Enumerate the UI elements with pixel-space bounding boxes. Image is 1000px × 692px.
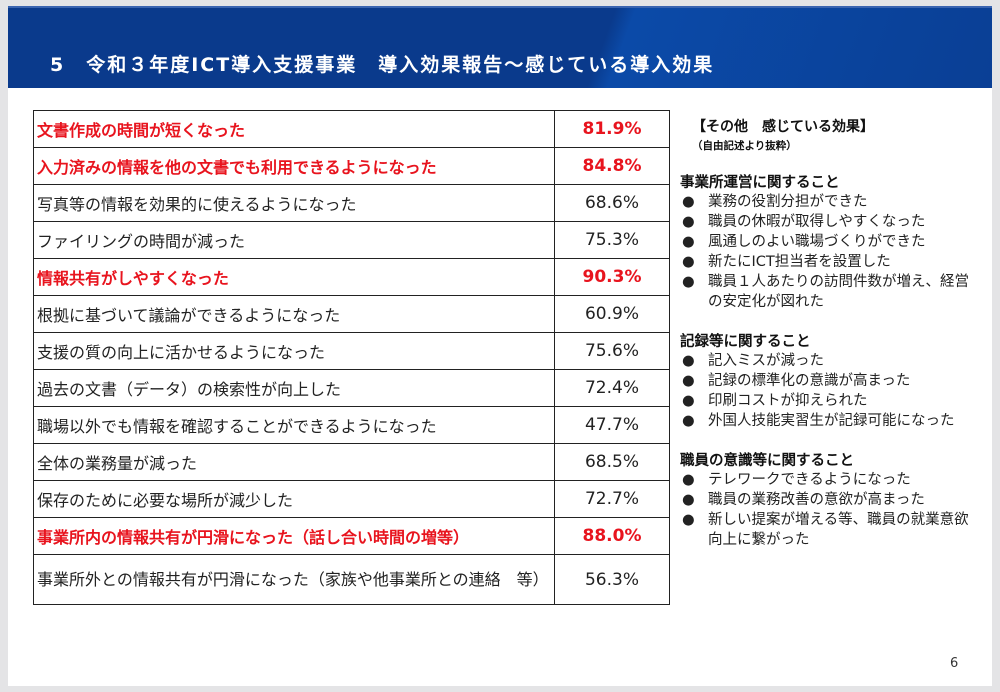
table-row: 過去の文書（データ）の検索性が向上した 72.4% xyxy=(33,369,670,407)
bullet-icon: ● xyxy=(682,194,695,210)
effect-percentage: 90.3% xyxy=(554,258,670,296)
effect-label: 事業所内の情報共有が円滑になった（話し合い時間の増等） xyxy=(33,517,555,555)
effect-percentage: 81.9% xyxy=(554,110,670,148)
effect-percentage: 88.0% xyxy=(554,517,670,555)
list-item-text: 新たにICT担当者を設置した xyxy=(708,254,891,270)
panel-subheading: （自由記述より抜粋） xyxy=(692,140,797,152)
list-item: ● 風通しのよい職場づくりができた xyxy=(680,232,980,252)
effect-section: 職員の意識等に関すること ● テレワークできるようになった ● 職員の業務改善の意欲が高… xyxy=(680,449,980,550)
bullet-icon: ● xyxy=(682,512,695,528)
effect-percentage: 68.5% xyxy=(554,443,670,481)
effect-percentage: 47.7% xyxy=(554,406,670,444)
effect-label: 全体の業務量が減った xyxy=(33,443,555,481)
effect-percentage: 68.6% xyxy=(554,184,670,222)
effect-label: 事業所外との情報共有が円滑になった（家族や他事業所との連絡 等） xyxy=(33,554,555,605)
page-number: 6 xyxy=(950,656,959,671)
table-row: 支援の質の向上に活かせるようになった 75.6% xyxy=(33,332,670,370)
panel-heading: 【その他 感じている効果】 xyxy=(692,119,874,135)
effect-label: 支援の質の向上に活かせるようになった xyxy=(33,332,555,370)
effect-label: 職場以外でも情報を確認することができるようになった xyxy=(33,406,555,444)
list-item: ● 新たにICT担当者を設置した xyxy=(680,252,980,272)
table-row: 保存のために必要な場所が減少した 72.7% xyxy=(33,480,670,518)
table-row: ファイリングの時間が減った 75.3% xyxy=(33,221,670,259)
effect-label: 情報共有がしやすくなった xyxy=(33,258,555,296)
effect-label: 入力済みの情報を他の文書でも利用できるようになった xyxy=(33,147,555,185)
list-item: ● 外国人技能実習生が記録可能になった xyxy=(680,411,980,431)
bullet-icon: ● xyxy=(682,492,695,508)
bullet-icon: ● xyxy=(682,214,695,230)
effect-label: 根拠に基づいて議論ができるようになった xyxy=(33,295,555,333)
effect-label: 写真等の情報を効果的に使えるようになった xyxy=(33,184,555,222)
list-item-text: 職員の業務改善の意欲が高まった xyxy=(708,492,925,508)
list-item-text: 新しい提案が増える等、職員の就業意欲向上に繋がった xyxy=(708,512,969,548)
list-item: ● 業務の役割分担ができた xyxy=(680,192,980,212)
list-item: ● 印刷コストが抑えられた xyxy=(680,391,980,411)
bullet-icon: ● xyxy=(682,472,695,488)
table-row: 根拠に基づいて議論ができるようになった 60.9% xyxy=(33,295,670,333)
list-item-text: 記録の標準化の意識が高まった xyxy=(708,373,911,389)
effect-label: 保存のために必要な場所が減少した xyxy=(33,480,555,518)
effect-section: 事業所運営に関すること ● 業務の役割分担ができた ● 職員の休暇が取得しやすくなった ●… xyxy=(680,171,980,312)
other-effects-panel: 【その他 感じている効果】 （自由記述より抜粋） 事業所運営に関すること ● 業務の… xyxy=(680,116,980,550)
slide: 5 令和３年度ICT導入支援事業 導入効果報告～感じている導入効果 文書作成の時… xyxy=(8,6,992,686)
slide-title: 5 令和３年度ICT導入支援事業 導入効果報告～感じている導入効果 xyxy=(50,54,715,76)
bullet-icon: ● xyxy=(682,393,695,409)
table-row: 文書作成の時間が短くなった 81.9% xyxy=(33,110,670,148)
section-title: 職員の意識等に関すること xyxy=(680,453,854,469)
list-item-text: 外国人技能実習生が記録可能になった xyxy=(708,413,955,429)
table-row: 事業所内の情報共有が円滑になった（話し合い時間の増等） 88.0% xyxy=(33,517,670,555)
list-item: ● テレワークできるようになった xyxy=(680,470,980,490)
effects-table: 文書作成の時間が短くなった 81.9% 入力済みの情報を他の文書でも利用できるように… xyxy=(33,110,670,605)
effect-percentage: 72.7% xyxy=(554,480,670,518)
list-item: ● 記入ミスが減った xyxy=(680,351,980,371)
table-row: 事業所外との情報共有が円滑になった（家族や他事業所との連絡 等） 56.3% xyxy=(33,554,670,605)
effect-percentage: 56.3% xyxy=(554,554,670,605)
bullet-icon: ● xyxy=(682,274,695,290)
effect-percentage: 72.4% xyxy=(554,369,670,407)
list-item-text: 職員１人あたりの訪問件数が増え、経営の安定化が図れた xyxy=(708,274,969,310)
list-item-text: テレワークできるようになった xyxy=(708,472,911,488)
table-row: 職場以外でも情報を確認することができるようになった 47.7% xyxy=(33,406,670,444)
effect-percentage: 60.9% xyxy=(554,295,670,333)
list-item-text: 職員の休暇が取得しやすくなった xyxy=(708,214,926,230)
effect-list: ● テレワークできるようになった ● 職員の業務改善の意欲が高まった ● 新しい提案が増え… xyxy=(680,470,980,550)
effect-list: ● 業務の役割分担ができた ● 職員の休暇が取得しやすくなった ● 風通しのよい職場づくり… xyxy=(680,192,980,312)
slide-header: 5 令和３年度ICT導入支援事業 導入効果報告～感じている導入効果 xyxy=(8,6,992,88)
list-item-text: 印刷コストが抑えられた xyxy=(708,393,868,409)
bullet-icon: ● xyxy=(682,353,695,369)
bullet-icon: ● xyxy=(682,234,695,250)
list-item-text: 記入ミスが減った xyxy=(708,353,824,369)
list-item: ● 記録の標準化の意識が高まった xyxy=(680,371,980,391)
section-title: 記録等に関すること xyxy=(680,334,811,350)
table-row: 全体の業務量が減った 68.5% xyxy=(33,443,670,481)
list-item: ● 職員１人あたりの訪問件数が増え、経営の安定化が図れた xyxy=(680,272,980,312)
list-item: ● 新しい提案が増える等、職員の就業意欲向上に繋がった xyxy=(680,510,980,550)
effect-percentage: 84.8% xyxy=(554,147,670,185)
list-item: ● 職員の休暇が取得しやすくなった xyxy=(680,212,980,232)
bullet-icon: ● xyxy=(682,413,695,429)
effect-list: ● 記入ミスが減った ● 記録の標準化の意識が高まった ● 印刷コストが抑えられた ● 外国人… xyxy=(680,351,980,431)
effect-percentage: 75.3% xyxy=(554,221,670,259)
table-row: 入力済みの情報を他の文書でも利用できるようになった 84.8% xyxy=(33,147,670,185)
list-item-text: 業務の役割分担ができた xyxy=(708,194,868,210)
bullet-icon: ● xyxy=(682,373,695,389)
effect-section: 記録等に関すること ● 記入ミスが減った ● 記録の標準化の意識が高まった ● 印刷コストが… xyxy=(680,330,980,431)
list-item-text: 風通しのよい職場づくりができた xyxy=(708,234,926,250)
effect-percentage: 75.6% xyxy=(554,332,670,370)
list-item: ● 職員の業務改善の意欲が高まった xyxy=(680,490,980,510)
table-row: 情報共有がしやすくなった 90.3% xyxy=(33,258,670,296)
effect-label: 文書作成の時間が短くなった xyxy=(33,110,555,148)
table-row: 写真等の情報を効果的に使えるようになった 68.6% xyxy=(33,184,670,222)
effect-label: 過去の文書（データ）の検索性が向上した xyxy=(33,369,555,407)
bullet-icon: ● xyxy=(682,254,695,270)
effect-label: ファイリングの時間が減った xyxy=(33,221,555,259)
section-title: 事業所運営に関すること xyxy=(680,175,840,191)
